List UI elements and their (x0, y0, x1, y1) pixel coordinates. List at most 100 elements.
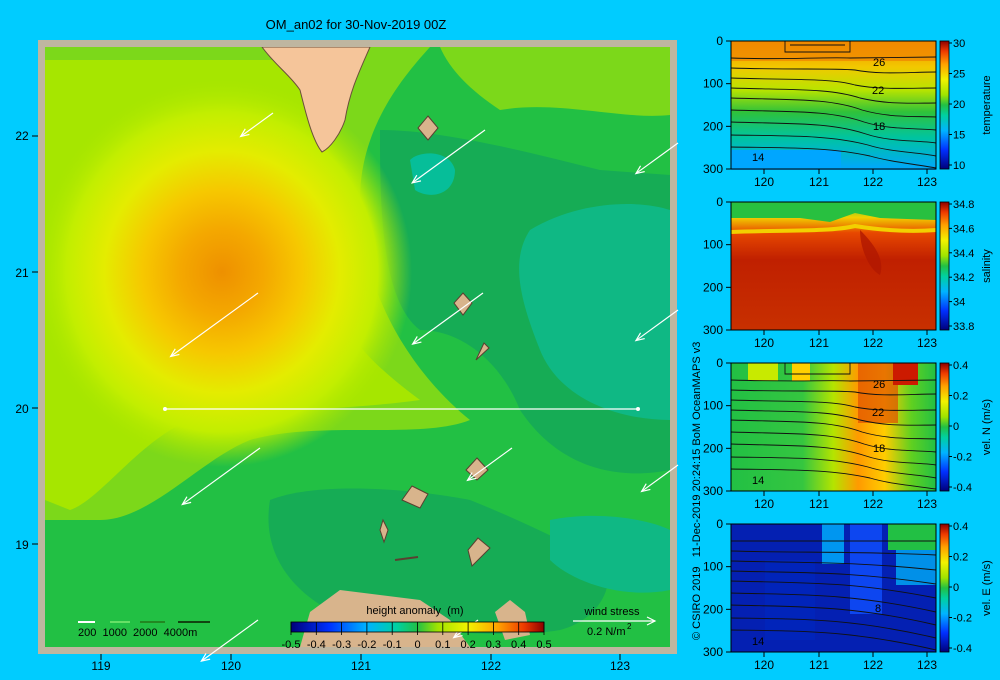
section-colorbar (939, 523, 950, 653)
colorbar-tick-label: -0.5 (282, 639, 301, 651)
lon-tick-label: 120 (221, 659, 241, 673)
depth-tick-label: 100 (703, 238, 723, 252)
depth-tick-label: 300 (703, 484, 723, 498)
lon-tick-label: 120 (754, 658, 774, 672)
wind-arrow (634, 142, 679, 175)
lon-tick-label: 122 (863, 658, 883, 672)
wind-arrow (634, 309, 679, 342)
colorbar-tick-label: 30 (953, 38, 965, 50)
colorbar-tick-label: 0.4 (953, 360, 968, 372)
section-vel-n: 26 22 18 14 (730, 363, 937, 491)
depth-tick-label: 100 (703, 560, 723, 574)
section-variable-label: vel. E (m/s) (981, 560, 993, 616)
height-anomaly-colorbar: height anomaly (m) -0.5 -0.4 -0.3 -0.2 -0.1 0… (282, 605, 552, 651)
lon-tick-label: 123 (610, 659, 630, 673)
colorbar-tick-label: 0.1 (435, 639, 450, 651)
colorbar-tick-label: 34.4 (953, 248, 974, 260)
lon-tick-label: 121 (351, 659, 371, 673)
lon-tick-label: 122 (863, 175, 883, 189)
colorbar-tick-label: -0.4 (307, 639, 326, 651)
contour-label: 14 (752, 636, 764, 648)
colorbar-tick-label: 34.2 (953, 272, 974, 284)
depth-tick-label: 0 (716, 517, 723, 531)
colorbar-tick-label: -0.1 (383, 639, 402, 651)
section-panel-frame: 0 100 200 300 120 121 122 123 30 25 20 15 10 temperat… (703, 34, 993, 189)
wind-arrow (181, 447, 261, 506)
section-vel-e: 8 14 (730, 524, 937, 652)
contour-label: 18 (873, 443, 885, 455)
colorbar-tick-label: 0.4 (953, 521, 968, 533)
lon-tick-label: 120 (754, 497, 774, 511)
contour-label: 26 (873, 379, 885, 391)
colorbar-title: height anomaly (m) (366, 605, 463, 617)
lon-tick-label: 122 (481, 659, 501, 673)
colorbar-tick-label: -0.4 (953, 482, 972, 494)
lon-tick-label: 123 (917, 658, 937, 672)
colorbar-tick-label: 34.6 (953, 223, 974, 235)
lon-tick-label: 121 (809, 175, 829, 189)
contour-label: 8 (875, 603, 881, 615)
depth-legend-label: 200 1000 2000 4000m (78, 627, 197, 639)
wind-arrow (466, 447, 513, 482)
lon-tick-label: 123 (917, 175, 937, 189)
lon-tick-label: 121 (809, 658, 829, 672)
lon-tick-label: 120 (754, 336, 774, 350)
chart-title: OM_an02 for 30-Nov-2019 00Z (266, 17, 447, 32)
colorbar-tick-label: 0.5 (536, 639, 551, 651)
depth-tick-label: 0 (716, 34, 723, 48)
section-panel-frame: 0 100 200 300 120 121 122 123 34.8 34.6 34.4 34.2 34… (703, 195, 993, 350)
colorbar-tick-label: 34.8 (953, 199, 974, 211)
colorbar-tick-label: 34 (953, 297, 965, 309)
wind-arrow (411, 292, 484, 346)
contour-label: 18 (873, 121, 885, 133)
colorbar-tick-label: 10 (953, 160, 965, 172)
contour-label: 14 (752, 475, 764, 487)
wind-arrow (640, 464, 679, 493)
depth-tick-label: 200 (703, 280, 723, 294)
wind-scale-title: wind stress (583, 606, 640, 618)
lon-tick-label: 123 (917, 336, 937, 350)
colorbar-tick-label: -0.2 (953, 613, 972, 625)
section-colorbar (939, 201, 950, 331)
section-panel-frame: 0 100 200 300 120 121 122 123 0.4 0.2 0 -0.2 -0.4 vel… (703, 517, 993, 672)
section-variable-label: salinity (981, 249, 993, 283)
section-panel-frame: 0 100 200 300 120 121 122 123 0.4 0.2 0 -0.2 -0.4 vel… (703, 356, 993, 511)
section-colorbar (939, 362, 950, 492)
section-salinity (730, 202, 937, 330)
section-axes: 0 100 200 300 120 121 122 123 30 25 20 15 10 temperat… (703, 34, 993, 672)
depth-tick-label: 300 (703, 645, 723, 659)
contour-label: 14 (752, 152, 764, 164)
depth-tick-label: 100 (703, 399, 723, 413)
wind-scale-exponent: 2 (627, 622, 632, 631)
contour-label: 22 (872, 407, 884, 419)
lon-tick-label: 120 (754, 175, 774, 189)
lon-tick-label: 122 (863, 336, 883, 350)
depth-tick-label: 300 (703, 162, 723, 176)
lat-tick-label: 22 (15, 129, 29, 143)
depth-tick-label: 200 (703, 602, 723, 616)
depth-tick-label: 0 (716, 195, 723, 209)
wind-arrow (410, 129, 486, 184)
lat-tick-label: 21 (15, 266, 29, 280)
wind-scale-value: 0.2 N/m (587, 626, 626, 638)
colorbar-tick-label: 0.3 (486, 639, 501, 651)
colorbar-tick-label: 0.2 (953, 391, 968, 403)
lon-tick-label: 121 (809, 497, 829, 511)
colorbar-tick-label: 33.8 (953, 321, 974, 333)
colorbar-tick-label: 0.4 (511, 639, 526, 651)
lon-tick-label: 119 (91, 659, 110, 673)
colorbar-tick-label: 25 (953, 69, 965, 81)
lon-tick-label: 123 (917, 497, 937, 511)
wind-scale: wind stress 0.2 N/m 2 (573, 606, 657, 638)
depth-tick-label: 300 (703, 323, 723, 337)
section-temperature: 26 22 18 14 (730, 41, 937, 170)
section-colorbar (939, 40, 950, 170)
colorbar-tick-label: -0.4 (953, 643, 972, 655)
colorbar-tick-label: 0 (953, 421, 959, 433)
section-variable-label: vel. N (m/s) (981, 399, 993, 455)
height-anomaly-field (45, 47, 670, 647)
colorbar-tick-label: 0 (953, 582, 959, 594)
colorbar-tick-label: -0.3 (332, 639, 351, 651)
map-axes (32, 135, 621, 660)
